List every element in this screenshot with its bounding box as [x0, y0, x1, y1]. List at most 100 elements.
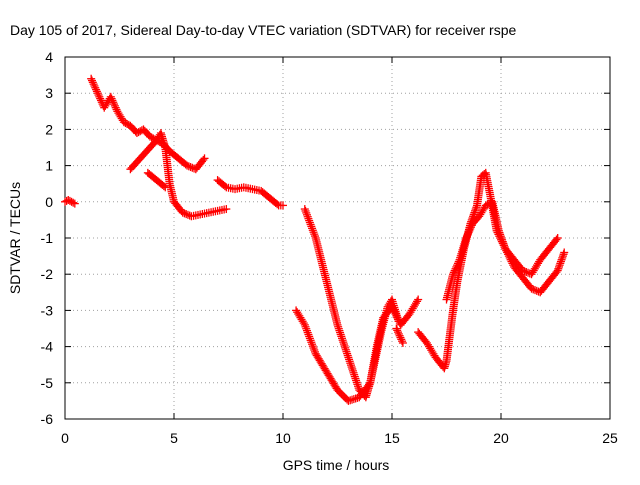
data-point — [159, 182, 168, 191]
x-tick-label: 5 — [170, 430, 178, 446]
data-point — [178, 208, 187, 217]
data-point — [109, 98, 118, 107]
data-point — [558, 253, 567, 262]
data-point — [508, 259, 517, 268]
data-point — [463, 230, 472, 239]
data-point — [301, 206, 310, 215]
data-point — [300, 320, 309, 329]
data-point — [556, 259, 565, 268]
data-point — [454, 257, 463, 266]
data-point — [395, 331, 404, 340]
chart-title: Day 105 of 2017, Sidereal Day-to-day VTE… — [10, 22, 516, 38]
data-point — [69, 198, 78, 207]
data-point — [552, 268, 561, 277]
y-tick-label: 4 — [45, 49, 53, 65]
data-point — [96, 94, 105, 103]
data-point — [305, 332, 314, 341]
data-point — [520, 267, 529, 276]
data-point — [300, 205, 309, 214]
data-point — [200, 154, 209, 163]
data-point — [499, 239, 508, 248]
data-point — [305, 218, 314, 227]
data-point — [310, 230, 319, 239]
y-tick-label: -6 — [41, 411, 54, 427]
y-tick-label: 0 — [45, 194, 53, 210]
x-tick-label: 0 — [61, 430, 69, 446]
data-point — [279, 201, 287, 210]
data-point — [497, 234, 506, 242]
data-point — [554, 262, 563, 271]
data-point — [308, 226, 317, 235]
data-point — [93, 89, 102, 98]
data-point — [273, 200, 282, 209]
data-point — [180, 209, 189, 218]
data-point — [453, 261, 462, 270]
data-point — [392, 324, 401, 333]
data-point — [552, 235, 561, 244]
data-point — [464, 228, 473, 237]
data-point — [305, 334, 314, 343]
data-point — [394, 329, 403, 338]
data-point — [222, 205, 231, 214]
data-point — [310, 232, 319, 241]
data-point — [504, 252, 513, 261]
data-point — [161, 183, 170, 192]
data-point — [558, 252, 567, 261]
data-point — [220, 182, 229, 191]
data-point — [500, 241, 509, 250]
data-point — [555, 261, 564, 270]
data-point — [304, 214, 313, 223]
data-point — [507, 257, 516, 266]
data-point — [110, 100, 119, 109]
data-point — [556, 257, 565, 266]
data-point — [462, 232, 471, 241]
data-point — [305, 216, 314, 225]
y-tick-label: -3 — [41, 302, 54, 318]
grid — [65, 57, 610, 419]
data-point — [302, 210, 311, 219]
data-point — [308, 340, 317, 349]
data-point — [70, 199, 79, 208]
data-point — [393, 326, 402, 335]
y-tick-label: -2 — [41, 266, 54, 282]
data-point — [502, 246, 511, 255]
data-points — [61, 74, 569, 405]
data-point — [453, 259, 462, 268]
data-point — [388, 304, 397, 313]
data-point — [199, 155, 208, 164]
data-point — [111, 103, 120, 112]
data-point — [413, 297, 422, 306]
data-point — [466, 224, 475, 233]
data-point — [470, 208, 479, 217]
data-point — [302, 324, 311, 333]
x-tick-label: 15 — [384, 430, 400, 446]
data-point — [94, 91, 103, 100]
data-point — [462, 234, 471, 242]
data-point — [471, 205, 480, 214]
data-point — [500, 243, 509, 252]
data-point — [106, 92, 115, 101]
data-point — [527, 284, 536, 293]
y-tick-label: 2 — [45, 121, 53, 137]
data-point — [393, 313, 402, 322]
data-point — [108, 96, 117, 105]
data-point — [554, 264, 563, 273]
x-tick-label: 25 — [602, 430, 618, 446]
data-point — [452, 262, 461, 271]
data-point — [450, 266, 459, 275]
data-point — [498, 235, 507, 244]
data-point — [304, 330, 313, 339]
data-point — [310, 345, 319, 354]
data-point — [89, 80, 98, 89]
data-point — [183, 210, 192, 219]
data-point — [112, 105, 121, 114]
data-point — [505, 253, 514, 262]
data-point — [390, 308, 399, 317]
data-point — [498, 237, 507, 246]
data-point — [560, 248, 569, 257]
data-point — [398, 338, 407, 347]
data-point — [302, 326, 311, 335]
data-point — [90, 81, 99, 90]
data-point — [471, 206, 480, 215]
